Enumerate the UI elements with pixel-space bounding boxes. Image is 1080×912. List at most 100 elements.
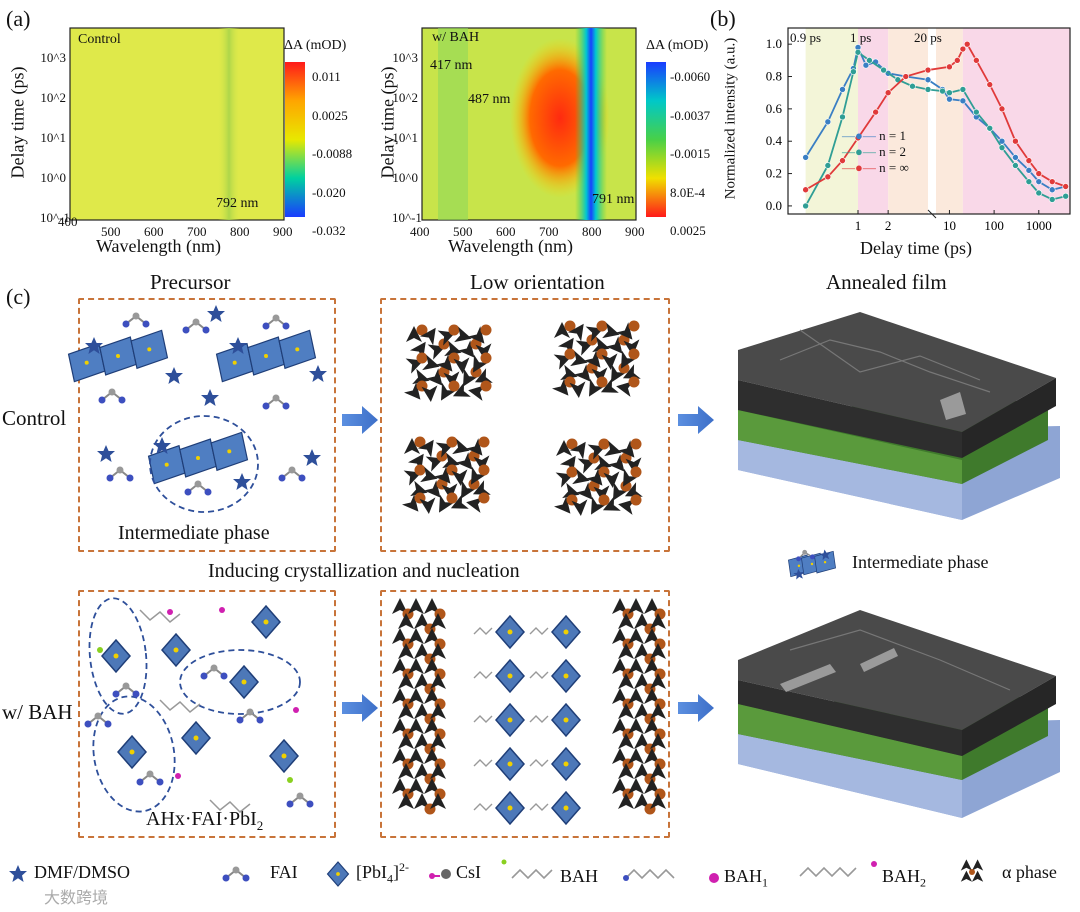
bah-precursor-label: AHx·FAI·PbI2 <box>146 808 263 834</box>
legend-icons <box>9 859 984 887</box>
colorbar <box>285 62 305 217</box>
data-point <box>824 173 832 181</box>
panel-b-label: (b) <box>710 6 736 31</box>
y-tick-label: 0.0 <box>766 198 782 213</box>
data-point <box>884 89 892 96</box>
data-point <box>909 82 916 90</box>
control-heatmap <box>69 27 305 221</box>
precursor-control-box <box>78 298 336 552</box>
x-tick-label: 1 <box>855 218 862 233</box>
data-point <box>824 118 832 126</box>
legend-dmf-dmso: DMF/DMSO <box>34 862 131 882</box>
y-tick-label: 0.4 <box>766 133 783 148</box>
legend-label: n = 2 <box>879 144 906 159</box>
x-tick-label: 10 <box>943 218 956 233</box>
control-film-art <box>738 312 1060 520</box>
control-y-ticks: 10^3 10^2 10^1 10^0 10^-1 <box>40 38 70 238</box>
control-y-axis-title: Delay time (ps) <box>7 66 28 179</box>
data-point <box>1025 167 1033 174</box>
peak-annotation-791: 791 nm <box>592 192 635 207</box>
data-point <box>946 95 953 103</box>
pbi4-tail: ] <box>393 862 399 882</box>
row-label-bah: w/ BAH <box>2 700 73 724</box>
intermediate-legend-icon <box>787 547 837 580</box>
arrow-icon-2 <box>678 406 714 434</box>
y-tick-label: 10^3 <box>40 50 66 65</box>
chart-legend: —●— n = 1 —●— n = 2 —●— n = ∞ <box>842 128 909 176</box>
y-tick-label: 10^1 <box>40 130 66 145</box>
region-label: 0.9 ps <box>790 30 822 45</box>
y-tick-label: 10^0 <box>392 170 418 185</box>
data-point <box>839 157 846 164</box>
control-peak-annotation: 792 nm <box>216 196 259 211</box>
data-point <box>1035 178 1043 185</box>
colorbar <box>646 62 666 217</box>
data-point <box>986 81 994 88</box>
data-point <box>839 113 846 121</box>
legend-entry: —●— n = 2 <box>842 144 906 159</box>
y-tick-label: 10^-1 <box>40 210 70 225</box>
col-title-low-orientation: Low orientation <box>470 270 605 294</box>
data-point <box>959 45 967 53</box>
legend-label: n = ∞ <box>879 160 909 175</box>
x-tick-label: 500 <box>453 224 473 239</box>
bah-x-axis-title: Wavelength (nm) <box>448 236 574 256</box>
arrow-icon-1 <box>342 406 378 434</box>
bah1-main: BAH <box>724 866 763 886</box>
data-point <box>866 57 873 64</box>
legend-bah: BAH <box>560 866 599 886</box>
decay-chart: 0.0 0.2 0.4 0.6 0.8 1.0 1 2 10 100 1000 <box>766 27 1071 233</box>
data-point <box>802 154 809 161</box>
data-point <box>986 124 994 132</box>
data-point <box>1035 170 1043 177</box>
legend-fai: FAI <box>270 862 298 882</box>
y-tick-label: 10^2 <box>40 90 66 105</box>
control-colorbar-title: ΔA (mOD) <box>284 38 347 53</box>
cb-tick: -0.0037 <box>670 107 711 123</box>
data-point <box>1012 162 1019 169</box>
panel-a-label: (a) <box>6 6 31 31</box>
bah-map-title: w/ BAH <box>432 30 480 45</box>
pbi4-sub: 4 <box>387 871 393 886</box>
panel-c-label: (c) <box>6 284 31 309</box>
x-tick-label: 1000 <box>1026 218 1052 233</box>
bah-colorbar-ticks: -0.0060 -0.0037 -0.0015 8.0E-4 0.0025 <box>670 58 710 251</box>
data-point <box>959 86 967 93</box>
data-point <box>1035 189 1043 197</box>
data-point <box>1062 183 1069 190</box>
region-band <box>962 28 1070 214</box>
bah1-sub: 1 <box>762 875 769 890</box>
x-tick-label: 2 <box>885 218 892 233</box>
arrow-icon-3 <box>342 694 378 722</box>
x-tick-label: 600 <box>496 224 516 239</box>
plot-frame <box>787 27 1071 215</box>
middle-title: Inducing crystallization and nucleation <box>208 560 520 582</box>
bah-film-art <box>738 610 1060 818</box>
data-point <box>1025 178 1033 185</box>
y-tick-label: 10^2 <box>392 90 418 105</box>
data-point <box>824 162 832 169</box>
data-point <box>946 63 953 71</box>
series-line-3 <box>805 42 1066 191</box>
x-tick-label: 100 <box>984 218 1004 233</box>
intermediate-phase-label: Intermediate phase <box>118 522 270 544</box>
data-point <box>854 134 862 142</box>
side-legend-label: Intermediate phase <box>852 552 989 572</box>
data-point <box>1048 196 1056 203</box>
data-point <box>973 57 980 64</box>
peak-annotation-487: 487 nm <box>468 92 511 107</box>
data-point <box>862 61 870 69</box>
axis-break <box>927 209 937 219</box>
legend-csi: CsI <box>456 862 482 882</box>
cb-tick: 0.011 <box>312 69 341 84</box>
arrow-icon-4 <box>678 694 714 722</box>
y-tick-label: 10^1 <box>392 130 418 145</box>
x-tick-label: 900 <box>273 224 293 239</box>
data-point <box>946 89 953 96</box>
low-orientation-control-box <box>380 298 670 552</box>
cb-tick: -0.032 <box>312 223 346 238</box>
x-tick-label: 700 <box>187 224 207 239</box>
x-tick-label: 800 <box>582 224 602 239</box>
data-point <box>850 68 857 75</box>
y-tick-label: 10^-1 <box>392 210 422 225</box>
